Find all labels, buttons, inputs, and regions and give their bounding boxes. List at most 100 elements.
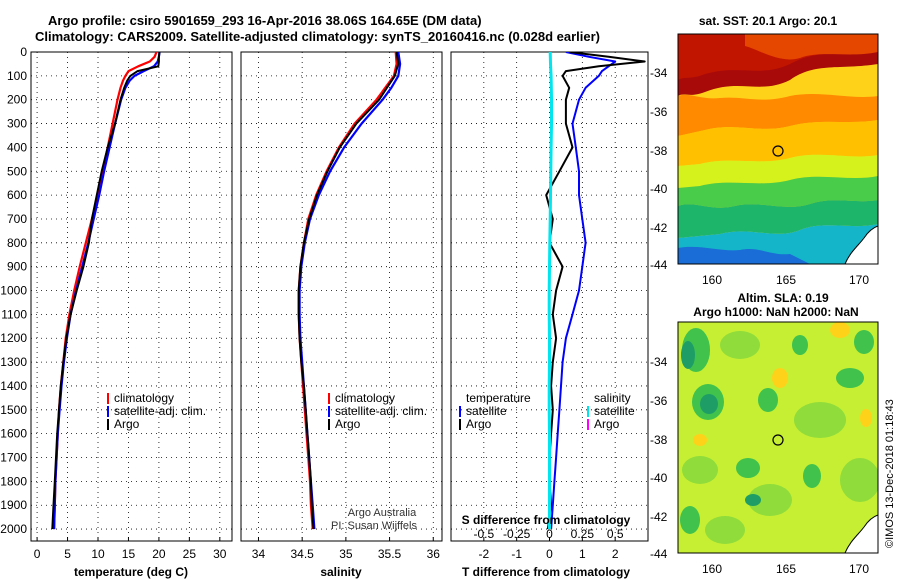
lon-tick-label: 170	[849, 273, 869, 287]
depth-tick-label: 1400	[0, 379, 27, 393]
depth-tick-label: 1500	[0, 403, 27, 417]
depth-tick-label: 2000	[0, 522, 27, 536]
temperature-legend: climatology satellite-adj. clim. Argo	[107, 391, 206, 431]
legend-satellite-label: satellite-adj. clim.	[335, 404, 427, 418]
depth-tick-label: 1600	[0, 427, 27, 441]
series-line-s-satellite	[547, 52, 553, 530]
x-tick-label: 34.5	[290, 547, 314, 561]
series-line-t-satellite	[550, 52, 617, 530]
depth-tick-label: 300	[7, 117, 27, 131]
lat-tick-label: -38	[650, 144, 668, 158]
depth-tick-label: 1100	[1, 307, 27, 321]
lat-tick-label: -34	[650, 355, 668, 369]
legend-satellite-label: satellite-adj. clim.	[114, 404, 206, 418]
sla-lat-ticks: -34 -36 -38 -40 -42 -44	[650, 355, 668, 561]
difference-legend-salinity: salinity satellite Argo	[587, 391, 635, 431]
lon-tick-label: 160	[702, 562, 722, 576]
s-diff-tick-label: 0.25	[571, 527, 595, 541]
x-tick-label: -1	[511, 547, 522, 561]
x-tick-label: -2	[478, 547, 489, 561]
legend-s-argo-label: Argo	[594, 417, 620, 431]
depth-tick-label: 1800	[0, 474, 27, 488]
legend-temperature-title: temperature	[466, 391, 531, 405]
x-tick-label: 0	[546, 547, 553, 561]
s-diff-tick-label: 0.5	[607, 527, 624, 541]
sst-map-frame	[677, 33, 879, 265]
copyright-label: ©IMOS 13-Dec-2018 01:18:43	[884, 399, 896, 548]
x-tick-label: 36	[427, 547, 441, 561]
lat-tick-label: -42	[650, 510, 668, 524]
series-layer	[51, 52, 646, 530]
depth-tick-label: 0	[20, 45, 27, 59]
depth-tick-label: 500	[7, 164, 27, 178]
depth-tick-label: 700	[7, 212, 27, 226]
depth-tick-label: 900	[7, 260, 27, 274]
difference-legend-temperature: temperature satellite Argo	[459, 391, 531, 431]
x-tick-label: 15	[122, 547, 136, 561]
depth-tick-label: 400	[7, 140, 27, 154]
series-line-argo	[51, 52, 161, 530]
legend-t-argo-label: Argo	[466, 417, 492, 431]
lat-tick-label: -36	[650, 105, 668, 119]
grid-layer	[31, 51, 648, 541]
sst-lat-ticks: -34 -36 -38 -40 -42 -44	[650, 66, 668, 272]
s-diff-tick-label: 0	[546, 527, 553, 541]
x-tick-label: 34	[252, 547, 266, 561]
depth-tick-label: 800	[7, 236, 27, 250]
s-diff-tick-label: -0.5	[473, 527, 494, 541]
difference-xlabel-top: S difference from climatology	[462, 513, 631, 527]
x-tick-label: 5	[64, 547, 71, 561]
lat-tick-label: -40	[650, 182, 668, 196]
legend-t-satellite-label: satellite	[466, 404, 507, 418]
series-line-t-argo	[545, 52, 646, 530]
x-tick-label: 20	[152, 547, 166, 561]
legend-s-satellite-label: satellite	[594, 404, 635, 418]
x-tick-label: 2	[612, 547, 619, 561]
lat-tick-label: -34	[650, 66, 668, 80]
lat-tick-label: -38	[650, 433, 668, 447]
salinity-legend: climatology satellite-adj. clim. Argo	[328, 391, 427, 431]
series-line-argo	[297, 52, 400, 530]
lat-tick-label: -40	[650, 471, 668, 485]
sst-map	[678, 34, 878, 264]
salinity-panel-frame	[240, 51, 443, 542]
x-tick-label: 1	[579, 547, 586, 561]
depth-tick-label: 100	[7, 69, 27, 83]
x-tick-label: 35.5	[378, 547, 402, 561]
tick-layer: 0 5 10 15 20 25 30 34 34.5 35 35.5 36 -2 -1 0 1 2 -0.5 -0.…	[0, 45, 624, 561]
depth-tick-label: 1700	[0, 451, 27, 465]
x-tick-label: 30	[213, 547, 227, 561]
temperature-xlabel: temperature (deg C)	[74, 565, 188, 579]
temperature-panel-frame	[30, 51, 233, 542]
depth-tick-label: 200	[7, 93, 27, 107]
sla-argo-marker	[772, 434, 784, 446]
depth-tick-label: 1000	[0, 284, 27, 298]
salinity-xlabel: salinity	[320, 565, 362, 579]
difference-xlabel: T difference from climatology	[462, 565, 630, 579]
plot-title-line1: Argo profile: csiro 5901659_293 16-Apr-2…	[48, 13, 482, 28]
lon-tick-label: 165	[776, 562, 796, 576]
sla-map-title-line2: Argo h1000: NaN h2000: NaN	[693, 305, 858, 319]
x-tick-label: 10	[91, 547, 105, 561]
x-tick-label: 0	[34, 547, 41, 561]
depth-tick-label: 600	[7, 188, 27, 202]
lon-tick-label: 160	[702, 273, 722, 287]
sst-lon-ticks: 160 165 170	[702, 273, 869, 287]
sla-lon-ticks: 160 165 170	[702, 562, 869, 576]
lat-tick-label: -42	[650, 221, 668, 235]
plot-title-line2: Climatology: CARS2009. Satellite-adjuste…	[35, 29, 600, 44]
depth-tick-label: 1900	[0, 498, 27, 512]
series-line-satellite-adj-clim-	[298, 52, 402, 530]
legend-climatology-label: climatology	[335, 391, 395, 405]
sla-map-title-line1: Altim. SLA: 0.19	[737, 291, 829, 305]
lat-tick-label: -44	[650, 258, 668, 272]
annotation-line1: Argo Australia	[348, 507, 417, 519]
depth-tick-label: 1200	[0, 331, 27, 345]
legend-argo-label: Argo	[335, 417, 361, 431]
s-diff-tick-label: -0.25	[503, 527, 531, 541]
sla-map	[678, 322, 878, 553]
lon-tick-label: 165	[776, 273, 796, 287]
sst-argo-marker	[772, 145, 784, 157]
annotation-line2: PI: Susan Wijffels	[331, 520, 417, 532]
